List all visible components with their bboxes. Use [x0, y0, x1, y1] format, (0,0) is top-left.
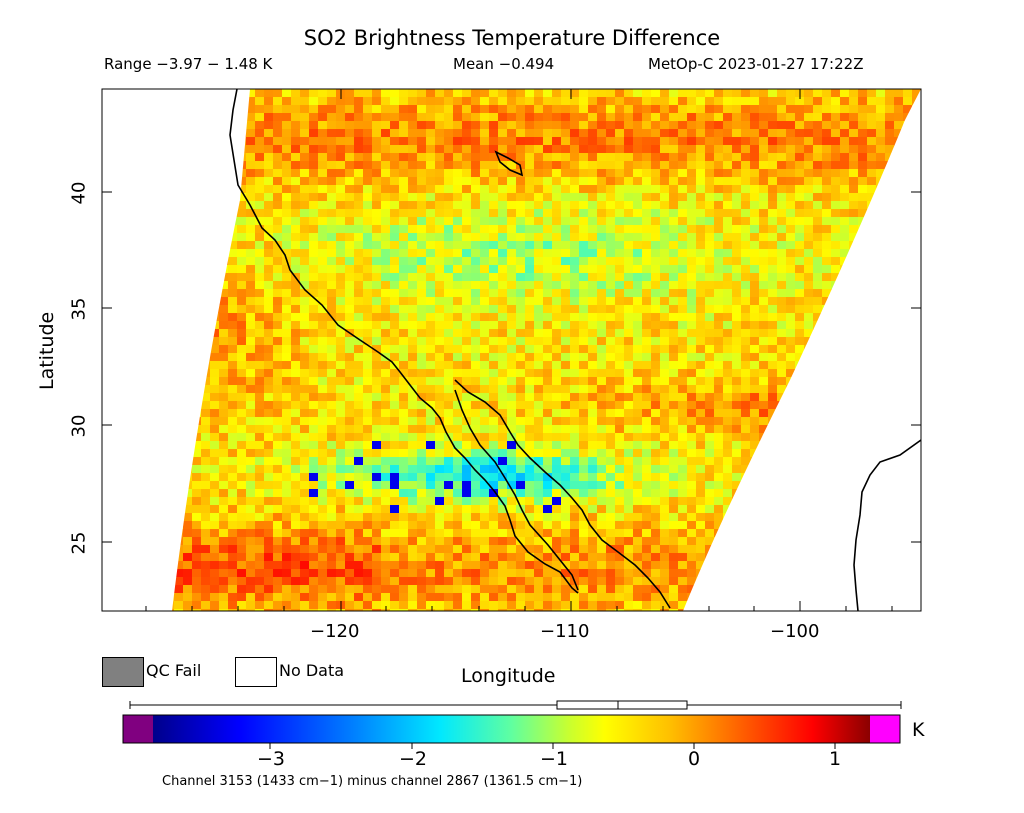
y-axis-label: Latitude	[36, 311, 58, 390]
y-tick-25: 25	[68, 531, 90, 555]
y-tick-40: 40	[68, 181, 90, 205]
y-tick-35: 35	[68, 297, 90, 321]
mean-boxplot	[129, 700, 902, 710]
plot-frame	[101, 88, 922, 612]
colorbar-gradient	[153, 715, 870, 743]
x-tick-110: −110	[540, 621, 590, 642]
y-tick-30: 30	[68, 414, 90, 438]
colorbar-under	[123, 715, 153, 743]
mean-text: Mean −0.494	[453, 55, 555, 73]
chart-title: SO2 Brightness Temperature Difference	[303, 26, 721, 50]
channel-caption: Channel 3153 (1433 cm−1) minus channel 2…	[162, 774, 583, 789]
great-salt-lake	[494, 150, 524, 177]
no-data-swatch	[235, 657, 277, 687]
colorbar-tick: −2	[399, 748, 428, 770]
colorbar	[122, 714, 901, 749]
brightness-temperature-swath	[172, 89, 921, 611]
x-tick-120: −120	[310, 621, 360, 642]
gulf-coastline	[454, 379, 671, 609]
colorbar-tick: 1	[829, 748, 842, 770]
qc-fail-swatch	[102, 657, 144, 687]
gulf-texas-coast	[853, 439, 921, 611]
colorbar-tick: 0	[688, 748, 701, 770]
colorbar-tick: −1	[540, 748, 569, 770]
qc-fail-label: QC Fail	[146, 661, 202, 680]
no-data-label: No Data	[279, 661, 345, 680]
coastline	[229, 89, 921, 611]
colorbar-unit: K	[912, 719, 925, 741]
axis-ticks	[102, 89, 921, 611]
satellite-timestamp: MetOp-C 2023-01-27 17:22Z	[648, 55, 864, 73]
range-text: Range −3.97 − 1.48 K	[104, 55, 273, 73]
x-axis-label: Longitude	[461, 665, 556, 687]
x-tick-100: −100	[770, 621, 820, 642]
baja-east-coast	[454, 389, 579, 591]
colorbar-over	[870, 715, 900, 743]
colorbar-tick: −3	[257, 748, 286, 770]
pacific-coastline	[229, 89, 579, 594]
